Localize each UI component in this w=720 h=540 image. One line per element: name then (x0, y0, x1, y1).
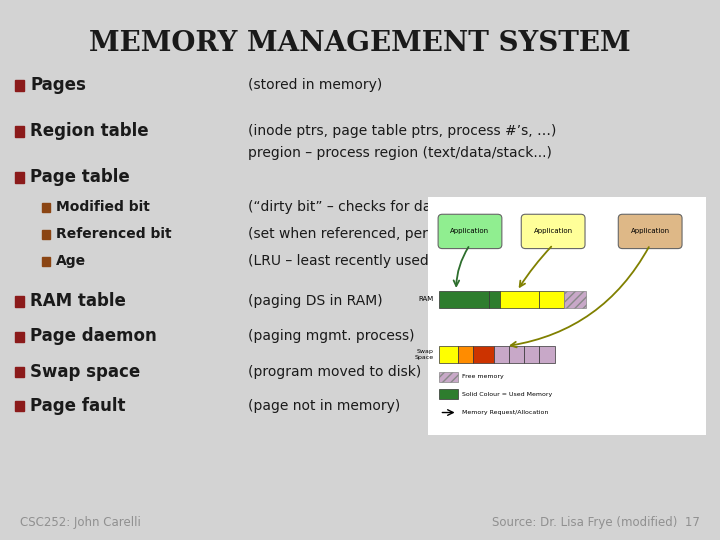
Text: Swap
Space: Swap Space (415, 349, 434, 360)
Bar (42, 203, 50, 212)
Text: Source: Dr. Lisa Frye (modified)  17: Source: Dr. Lisa Frye (modified) 17 (492, 516, 700, 529)
Bar (15, 296, 24, 307)
FancyBboxPatch shape (438, 214, 502, 248)
Bar (15, 332, 24, 342)
Text: Free memory: Free memory (462, 374, 503, 380)
Bar (15, 80, 24, 91)
Bar (539, 291, 564, 308)
Bar (42, 230, 50, 239)
Bar (490, 291, 500, 308)
Bar (564, 291, 586, 308)
Bar (15, 172, 24, 183)
Bar (439, 389, 457, 399)
Text: (“dirty bit” – checks for data modification): (“dirty bit” – checks for data modificat… (248, 200, 542, 214)
Text: Solid Colour = Used Memory: Solid Colour = Used Memory (462, 392, 552, 396)
Text: pregion – process region (text/data/stack...): pregion – process region (text/data/stac… (248, 146, 552, 160)
Text: (program moved to disk): (program moved to disk) (248, 364, 422, 379)
Bar (439, 346, 457, 363)
Text: Application: Application (451, 228, 490, 234)
Bar (15, 401, 24, 411)
Text: Age: Age (56, 254, 86, 268)
Text: Region table: Region table (30, 122, 149, 140)
Text: (paging mgmt. process): (paging mgmt. process) (248, 329, 415, 343)
Text: (stored in memory): (stored in memory) (248, 78, 382, 92)
Text: (set when referenced, periodically cleared): (set when referenced, periodically clear… (248, 227, 547, 241)
Text: (paging DS in RAM): (paging DS in RAM) (248, 294, 383, 308)
Text: Pages: Pages (30, 76, 86, 94)
Text: Modified bit: Modified bit (56, 200, 150, 214)
FancyBboxPatch shape (426, 194, 708, 437)
Text: MEMORY MANAGEMENT SYSTEM: MEMORY MANAGEMENT SYSTEM (89, 30, 631, 57)
Bar (524, 346, 539, 363)
Text: Memory Request/Allocation: Memory Request/Allocation (462, 410, 548, 415)
Text: Referenced bit: Referenced bit (56, 227, 172, 241)
Text: CSC252: John Carelli: CSC252: John Carelli (20, 516, 141, 529)
FancyBboxPatch shape (618, 214, 682, 248)
Text: (LRU – least recently used): (LRU – least recently used) (248, 254, 435, 268)
Bar (457, 346, 473, 363)
Text: Application: Application (534, 228, 572, 234)
Bar (539, 346, 554, 363)
Bar (15, 367, 24, 377)
Bar (439, 372, 457, 382)
Bar (42, 257, 50, 266)
Text: (page not in memory): (page not in memory) (248, 399, 400, 413)
Bar (493, 346, 509, 363)
Text: Page fault: Page fault (30, 396, 126, 415)
FancyBboxPatch shape (521, 214, 585, 248)
Text: Swap space: Swap space (30, 362, 140, 381)
Text: (inode ptrs, page table ptrs, process #’s, …): (inode ptrs, page table ptrs, process #’… (248, 124, 557, 138)
Text: Application: Application (631, 228, 670, 234)
Bar (473, 346, 493, 363)
Text: RAM: RAM (419, 296, 434, 302)
Bar (15, 126, 24, 137)
Bar (509, 346, 524, 363)
Bar (500, 291, 539, 308)
Text: Page daemon: Page daemon (30, 327, 157, 346)
Bar (439, 291, 490, 308)
Text: Page table: Page table (30, 168, 130, 186)
Text: RAM table: RAM table (30, 292, 126, 310)
